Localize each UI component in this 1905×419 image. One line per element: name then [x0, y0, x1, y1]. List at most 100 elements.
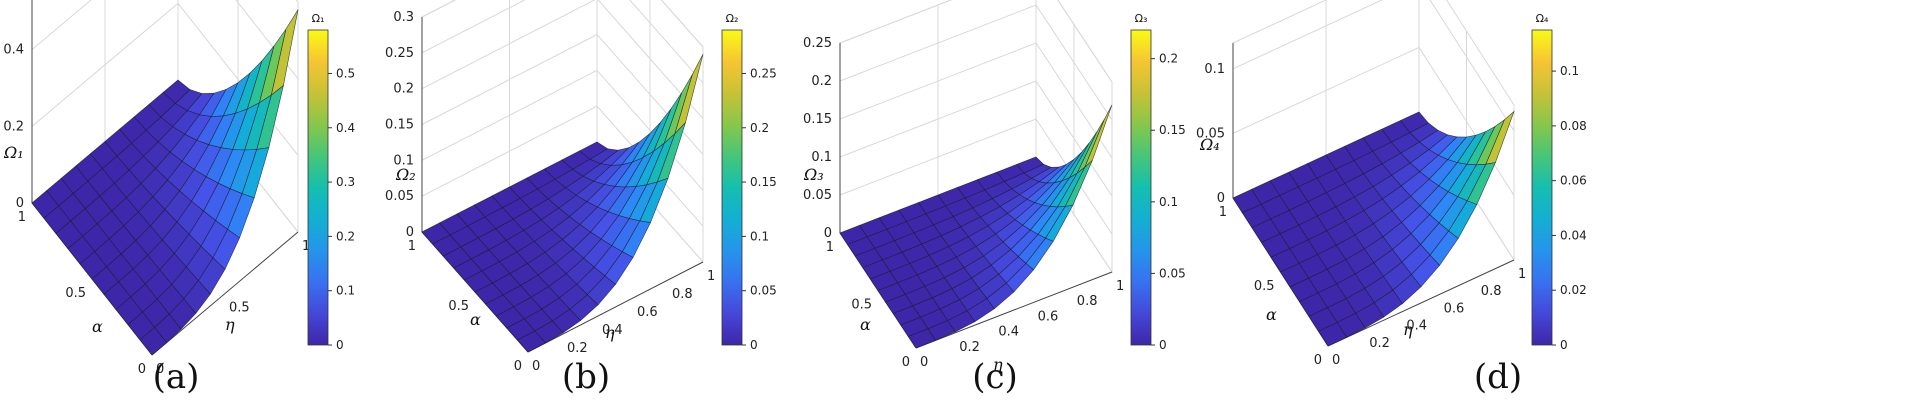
panel-4-alpha-tick: 1	[1219, 205, 1227, 220]
panel-3-colorbar-tick: 0.1	[1159, 195, 1178, 209]
panel-4-colorbar-tick: 0.02	[1560, 283, 1587, 297]
panel-3-alpha-tick: 1	[826, 240, 834, 255]
panel-2-alpha-tick: 0.5	[448, 299, 469, 314]
panel-3-z-tick: 0.05	[803, 188, 832, 203]
panel-3-colorbar-tick: 0	[1159, 338, 1167, 352]
panel-2-eta-label: η	[605, 323, 615, 342]
panel-2-colorbar-tick: 0.05	[750, 284, 777, 298]
panel-4-colorbar-tick: 0.08	[1560, 119, 1587, 133]
panel-2-surface	[421, 54, 704, 353]
panel-1-colorbar-tick: 0.5	[336, 66, 355, 80]
panel-2-z-tick: 0.15	[385, 118, 414, 133]
panel-1-eta-tick: 1	[302, 239, 310, 254]
panel-1-alpha-tick: 0.5	[65, 286, 86, 301]
panel-4-alpha-label: α	[1266, 305, 1277, 324]
panel-2-colorbar-tick: 0.1	[750, 229, 769, 243]
panel-1-alpha-tick: 0	[138, 362, 146, 377]
panel-2-alpha-label: α	[470, 310, 481, 329]
panel-4-colorbar-tick: 0	[1560, 338, 1568, 352]
panel-2-colorbar-title: Ω₂	[726, 12, 739, 25]
panel-3-colorbar-tick: 0.15	[1159, 123, 1186, 137]
panel-1-alpha-label: α	[92, 317, 103, 336]
panel-1-eta-tick: 0	[156, 362, 164, 377]
panel-1-colorbar-tick: 0.4	[336, 121, 355, 135]
panel-1-colorbar-tick: 0.2	[336, 229, 355, 243]
surface-cell	[139, 326, 168, 356]
panel-2-z-tick: 0.2	[393, 82, 414, 97]
surface-cell	[1076, 119, 1105, 174]
panel-4-alpha-tick: 0.5	[1254, 279, 1275, 294]
panel-3-colorbar-tick: 0.05	[1159, 266, 1186, 280]
panel-4-z-tick: 0.1	[1204, 62, 1225, 77]
surface-cell	[674, 54, 704, 134]
panel-4-eta-tick: 0.6	[1444, 301, 1465, 316]
chart-panel-4: 00.050.100.5100.20.40.60.81Ω₄αηΩ₄00.020.…	[1196, 0, 1587, 397]
panel-2-colorbar-tick: 0.2	[750, 121, 769, 135]
panel-2-alpha-tick: 1	[408, 239, 416, 254]
panel-4-alpha-tick: 0	[1314, 353, 1322, 368]
panel-1-z-tick: 0	[16, 196, 24, 211]
panel-4-eta-tick: 0.8	[1481, 284, 1502, 299]
panel-4-colorbar: Ω₄ 0 0.02 0.04 0.06 0.08 0.1	[1531, 12, 1587, 352]
panel-2-axes-box	[421, 0, 704, 353]
chart-panel-3: 00.050.10.150.20.2500.5100.20.40.60.81Ω₃…	[803, 0, 1186, 397]
panel-1-eta-tick: 0.5	[229, 301, 250, 316]
panel-3-z-label: Ω₃	[803, 165, 824, 184]
panel-4-z-label: Ω₄	[1199, 135, 1220, 154]
panel-3-z-tick: 0.2	[811, 74, 832, 89]
panel-1-caption: (a)	[153, 357, 200, 397]
panel-3-caption: (c)	[972, 357, 1018, 397]
panel-2-z-tick: 0.25	[385, 46, 414, 61]
panel-2-colorbar-tick: 0.15	[750, 175, 777, 189]
panel-1-alpha-tick: 1	[18, 210, 26, 225]
panel-1-z-label: Ω₁	[3, 143, 24, 162]
panel-2-alpha-tick: 0	[514, 359, 522, 374]
panel-3-colorbar: Ω₃ 0 0.05 0.1 0.15 0.2	[1130, 12, 1186, 352]
panel-4-eta-tick: 0	[1332, 353, 1340, 368]
panel-3-z-tick: 0.1	[811, 150, 832, 165]
panel-3-z-tick: 0.15	[803, 112, 832, 127]
panel-1-colorbar-title: Ω₁	[312, 12, 325, 25]
panel-3-surface	[839, 104, 1113, 349]
panel-1-colorbar: Ω₁ 0 0.1 0.2 0.3 0.4 0.5	[307, 12, 355, 352]
panel-3-alpha-tick: 0	[902, 355, 910, 370]
panel-4-eta-tick: 1	[1518, 267, 1526, 282]
panel-3-alpha-tick: 0.5	[851, 298, 872, 313]
panel-2-caption: (b)	[562, 357, 610, 397]
panel-4-z-tick: 0	[1217, 191, 1225, 206]
panel-1-colorbar-tick: 0.1	[336, 284, 355, 298]
panel-2-eta-tick: 0.4	[602, 323, 623, 338]
panel-2-eta-tick: 0.8	[672, 287, 693, 302]
panel-2-z-tick: 0.1	[393, 153, 414, 168]
panel-2-colorbar: Ω₂ 0 0.05 0.1 0.15 0.2 0.25	[721, 12, 777, 352]
panel-3-alpha-label: α	[860, 315, 871, 334]
panel-2-eta-tick: 0	[532, 359, 540, 374]
panel-4-eta-label: η	[1403, 320, 1413, 339]
panel-3-colorbar-title: Ω₃	[1135, 12, 1148, 25]
panel-2-z-label: Ω₂	[395, 165, 416, 184]
panel-2-eta-tick: 0.2	[567, 341, 588, 356]
panel-3-z-tick: 0	[824, 226, 832, 241]
panel-2-z-tick: 0	[406, 225, 414, 240]
panel-3-eta-tick: 0	[920, 355, 928, 370]
panel-3-colorbar-tick: 0.2	[1159, 52, 1178, 66]
panel-4-colorbar-tick: 0.1	[1560, 64, 1579, 78]
panel-4-colorbar-tick: 0.04	[1560, 228, 1587, 242]
panel-3-eta-tick: 1	[1116, 279, 1124, 294]
panel-3-eta-tick: 0.6	[1038, 309, 1059, 324]
panel-4-z-tick: 0.05	[1196, 126, 1225, 141]
panel-2-z-tick: 0.3	[393, 10, 414, 25]
panel-4-eta-tick: 0.2	[1369, 336, 1390, 351]
panel-4-eta-tick: 0.4	[1406, 319, 1427, 334]
panel-3-eta-tick: 0.8	[1077, 294, 1098, 309]
panel-1-eta-label: η	[225, 315, 235, 334]
surface-cell	[516, 330, 546, 353]
panel-4-colorbar-title: Ω₄	[1536, 12, 1549, 25]
panel-1-colorbar-tick: 0.3	[336, 175, 355, 189]
panel-1-z-tick: 0.4	[3, 43, 24, 58]
panel-2-eta-tick: 0.6	[637, 305, 658, 320]
panel-3-z-tick: 0.25	[803, 36, 832, 51]
panel-1-surface	[31, 9, 299, 356]
panel-1-colorbar-tick: 0	[336, 338, 344, 352]
